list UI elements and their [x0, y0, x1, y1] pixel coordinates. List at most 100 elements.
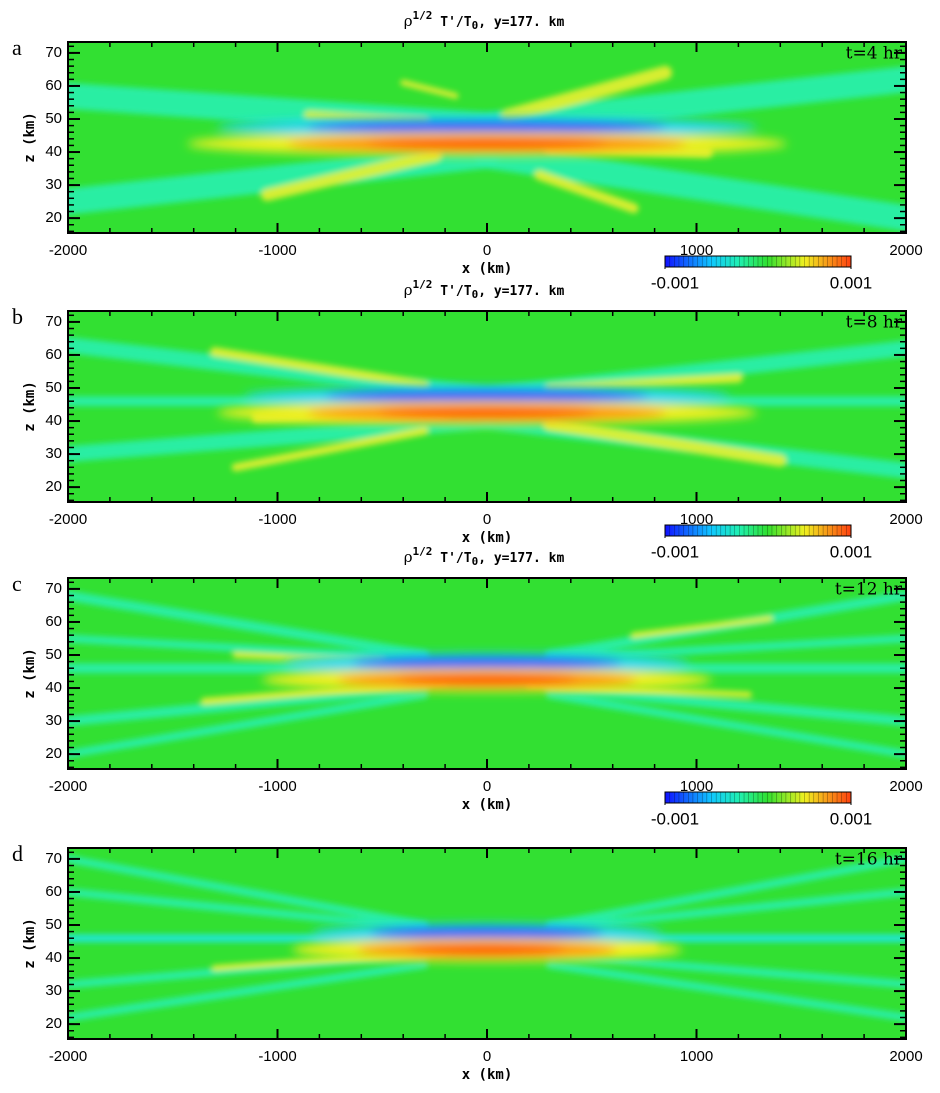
y-tick-label: 30	[45, 445, 62, 462]
colorbar-label: 0.001	[830, 542, 873, 561]
y-axis-label: z (km)	[22, 112, 38, 163]
y-tick-label: 70	[45, 580, 62, 597]
panel-letter: c	[12, 571, 22, 596]
field-cold	[370, 927, 604, 940]
chart-title: ρ1/2 T'/T0, y=177. km	[404, 545, 565, 568]
field-band	[543, 418, 787, 467]
x-tick-label: 0	[483, 778, 491, 795]
annotation: t=4 hr	[846, 44, 903, 64]
field-shapes	[68, 854, 906, 1022]
field-band	[68, 413, 495, 463]
x-tick-label: 0	[483, 1048, 491, 1065]
y-tick-label: 70	[45, 44, 62, 61]
title-part: T'/T	[432, 15, 471, 30]
y-tick-label: 70	[45, 313, 62, 330]
y-tick-label: 40	[45, 412, 62, 429]
y-axis-label: z (km)	[22, 648, 38, 699]
y-tick-label: 60	[45, 883, 62, 900]
field-cold	[307, 121, 667, 134]
field-band	[534, 170, 639, 214]
panel-letter: d	[12, 841, 23, 866]
y-tick-label: 40	[45, 143, 62, 160]
field-cold	[325, 390, 649, 403]
field-band	[231, 426, 429, 472]
y-tick-label: 20	[45, 745, 62, 762]
title-part: , y=177. km	[478, 15, 564, 30]
field-warm	[379, 407, 595, 418]
panel-letter: b	[12, 304, 23, 329]
field-band	[68, 960, 429, 1022]
field-band	[68, 854, 429, 929]
x-axis-label: x (km)	[462, 797, 513, 813]
x-tick-label: 2000	[889, 242, 922, 259]
y-tick-label: 70	[45, 850, 62, 867]
title-part: , y=177. km	[478, 284, 564, 299]
title-part: T'/T	[432, 284, 471, 299]
field-core	[187, 117, 787, 156]
x-tick-label: 2000	[889, 511, 922, 528]
title-part: ρ	[404, 548, 413, 566]
colorbar-label: -0.001	[651, 542, 699, 561]
title-part: 1/2	[413, 545, 433, 558]
field-band	[68, 690, 429, 759]
field-band	[68, 590, 430, 660]
field-core	[262, 653, 712, 692]
title-part: 1/2	[413, 9, 433, 22]
field-warm	[409, 944, 565, 955]
y-tick-label: 20	[45, 209, 62, 226]
panel: -2000 -1000 0 1000 2000 20 30 40 50 60 70 x (km) z (…	[12, 545, 923, 828]
field-band	[68, 634, 429, 663]
y-tick-label: 30	[45, 176, 62, 193]
y-axis-label: z (km)	[22, 918, 38, 969]
x-axis-label: x (km)	[462, 1067, 513, 1083]
field-band	[545, 854, 906, 929]
y-tick-label: 30	[45, 712, 62, 729]
title-part: ρ	[404, 281, 413, 299]
chart-title: ρ1/2 T'/T0, y=177. km	[404, 278, 565, 301]
x-tick-label: -2000	[49, 778, 87, 795]
field-band	[500, 65, 673, 123]
annotation: t=12 hr	[835, 580, 903, 600]
y-tick-label: 50	[45, 110, 62, 127]
field-core	[217, 386, 757, 425]
y-tick-label: 60	[45, 613, 62, 630]
x-tick-label: 2000	[889, 778, 922, 795]
field-band	[545, 373, 743, 393]
annotation: t=16 hr	[835, 850, 903, 870]
y-tick-label: 60	[45, 346, 62, 363]
field-band	[400, 79, 459, 99]
field-cold	[352, 657, 622, 670]
field	[68, 42, 906, 233]
field-band	[545, 690, 906, 759]
x-tick-label: 1000	[680, 242, 713, 259]
colorbar-label: 0.001	[830, 809, 873, 828]
y-tick-label: 40	[45, 679, 62, 696]
annotation: t=8 hr	[846, 313, 903, 333]
y-tick-label: 50	[45, 916, 62, 933]
field	[68, 311, 906, 502]
field	[68, 578, 906, 769]
x-tick-label: -2000	[49, 1048, 87, 1065]
x-tick-label: -2000	[49, 511, 87, 528]
colorbar-label: -0.001	[651, 809, 699, 828]
x-tick-label: 1000	[680, 511, 713, 528]
title-part: 0	[472, 19, 479, 32]
field-band	[545, 950, 906, 989]
x-tick-label: 0	[483, 242, 491, 259]
x-tick-label: 0	[483, 511, 491, 528]
field-band	[544, 683, 906, 727]
field-warm	[397, 674, 577, 685]
x-tick-label: -1000	[258, 1048, 296, 1065]
title-part: T'/T	[432, 551, 471, 566]
panel: -2000 -1000 0 1000 2000 20 30 40 50 60 70 x (km) z (…	[12, 9, 923, 292]
field-band	[545, 960, 906, 1022]
x-axis-label: x (km)	[462, 530, 513, 546]
field	[68, 848, 906, 1039]
x-tick-label: -1000	[258, 511, 296, 528]
field-shapes	[68, 590, 906, 759]
x-tick-label: 1000	[680, 778, 713, 795]
field-band	[68, 887, 429, 933]
title-part: ρ	[404, 12, 413, 30]
x-tick-label: -2000	[49, 242, 87, 259]
